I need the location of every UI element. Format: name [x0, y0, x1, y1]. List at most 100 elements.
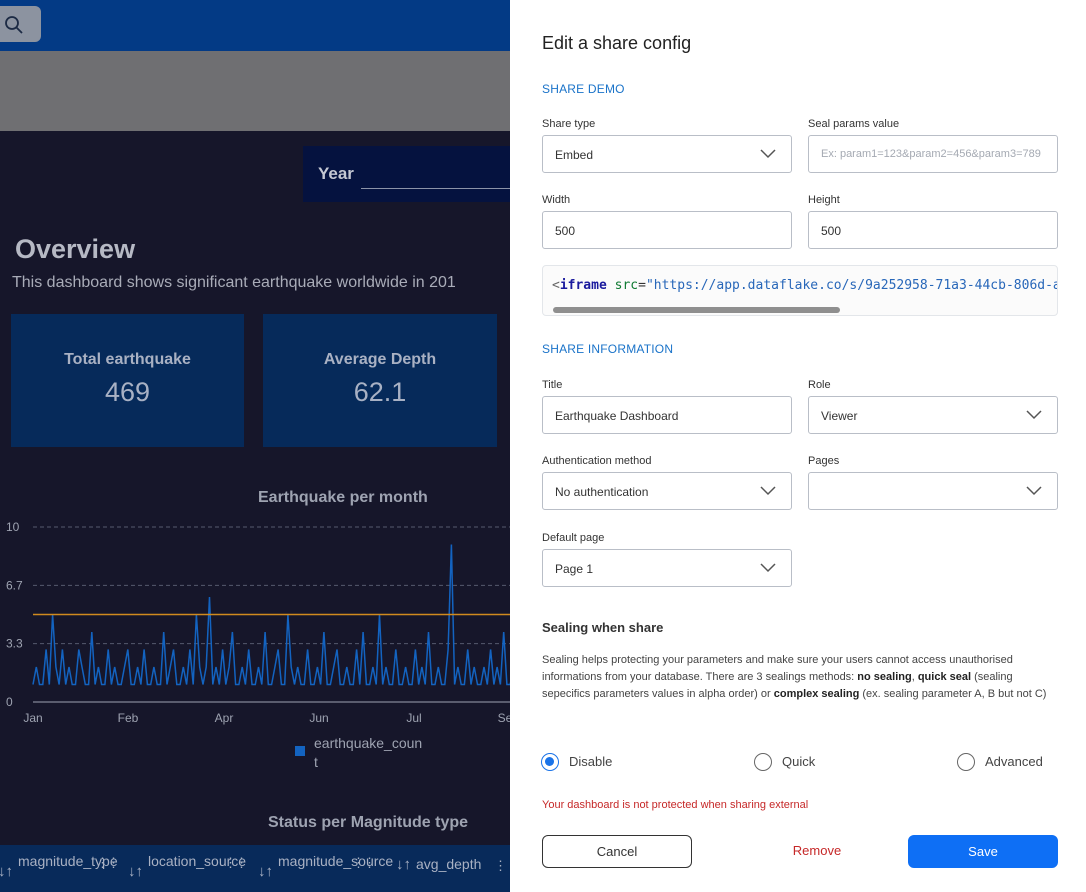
x-tick-label: Apr [215, 711, 234, 725]
search-icon [5, 16, 23, 34]
sort-icon[interactable]: ↓↑ [0, 863, 13, 880]
x-tick-label: Jan [23, 711, 42, 725]
sort-icon[interactable]: ↓↑ [258, 863, 273, 880]
remove-button[interactable]: Remove [792, 843, 842, 858]
title-value: Earthquake Dashboard [555, 409, 679, 423]
overview-title: Overview [15, 234, 136, 264]
section-share-information: SHARE INFORMATION [542, 342, 674, 356]
x-tick-label: Se [498, 711, 513, 725]
drag-handle-icon[interactable]: ⋮⋮ [224, 855, 248, 870]
column-header-label: magnitude_type [18, 853, 118, 869]
table-header: ↓↑ magnitude_type ⋮⋮ ↓↑ location_source … [0, 845, 520, 892]
sealing-text: (ex. sealing parameter A, B but not C) [859, 688, 1047, 700]
kpi-value: 62.1 [353, 377, 407, 407]
save-button[interactable]: Save [908, 835, 1058, 868]
seal-params-placeholder: Ex: param1=123&param2=456&param3=789 [821, 148, 1041, 160]
column-header[interactable]: ↓↑ avg_depth ⋮⋮ [396, 856, 518, 873]
sealing-text: (sealing sepecifics parameters values in… [542, 671, 1013, 700]
width-input[interactable]: 500 [542, 211, 792, 249]
kpi-label: Average Depth [323, 351, 437, 368]
sealing-method-name: complex sealing [773, 688, 860, 700]
radio-circle[interactable] [754, 753, 772, 771]
table-title: Status per Magnitude type [268, 814, 469, 831]
title-input[interactable]: Earthquake Dashboard [542, 396, 792, 434]
title-label: Title [542, 379, 563, 391]
width-label: Width [542, 194, 571, 206]
drag-handle-icon[interactable]: ⋮⋮ [352, 855, 376, 870]
column-header[interactable]: ↓↑ location_source ⋮⋮ [128, 853, 248, 880]
auth-method-value: No authentication [555, 485, 649, 499]
y-tick-label: 0 [6, 695, 13, 709]
sort-icon[interactable]: ↓↑ [128, 863, 143, 880]
search-button[interactable] [0, 6, 41, 42]
share-type-select[interactable]: Embed [542, 135, 792, 173]
code-token: = [638, 278, 646, 293]
radio-circle[interactable] [541, 753, 559, 771]
seal-params-label: Seal params value [808, 118, 900, 130]
kpi-total-earthquake: Total earthquake 469 [11, 314, 244, 447]
role-select[interactable]: Viewer [808, 396, 1058, 434]
x-tick-label: Feb [118, 711, 139, 725]
section-share-demo: SHARE DEMO [542, 82, 625, 96]
chevron-down-icon [1026, 486, 1042, 496]
drag-handle-icon[interactable]: ⋮⋮ [96, 855, 120, 870]
sealing-method-name: quick seal [917, 671, 972, 683]
year-filter[interactable]: Year [303, 146, 533, 202]
auth-method-select[interactable]: No authentication [542, 472, 792, 510]
sealing-warning: Your dashboard is not protected when sha… [542, 799, 809, 811]
pages-label: Pages [808, 455, 840, 467]
sealing-text: Sealing helps protecting your parameters… [542, 654, 1013, 683]
height-label: Height [808, 194, 840, 206]
legend-swatch [295, 746, 305, 756]
chevron-down-icon [1026, 410, 1042, 420]
seal-params-input[interactable]: Ex: param1=123&param2=456&param3=789 [808, 135, 1058, 173]
code-token: src [606, 278, 639, 293]
radio-label[interactable]: Advanced [985, 754, 1043, 769]
column-header[interactable]: ↓↑ magnitude_type ⋮⋮ [0, 853, 120, 880]
sealing-method-name: no sealing [857, 671, 912, 683]
default-page-value: Page 1 [555, 562, 594, 576]
share-type-value: Embed [555, 148, 594, 162]
kpi-average-depth: Average Depth 62.1 [263, 314, 497, 447]
cancel-button[interactable]: Cancel [542, 835, 692, 868]
pages-select[interactable] [808, 472, 1058, 510]
legend-label[interactable]: earthquake_count [314, 735, 423, 770]
column-header-label: magnitude_source [278, 853, 394, 869]
role-value: Viewer [821, 409, 858, 423]
kpi-label: Total earthquake [64, 351, 191, 368]
role-label: Role [808, 379, 831, 391]
y-tick-label: 10 [6, 520, 20, 534]
column-header-label: location_source [148, 853, 247, 869]
column-header[interactable]: ↓↑ magnitude_source ⋮⋮ [258, 853, 393, 880]
year-filter-label: Year [318, 164, 354, 183]
default-page-label: Default page [542, 532, 605, 544]
y-tick-label: 3.3 [6, 637, 23, 651]
sort-icon[interactable]: ↓↑ [396, 856, 411, 873]
auth-method-label: Authentication method [542, 455, 652, 467]
y-tick-label: 6.7 [6, 578, 23, 592]
sealing-title: Sealing when share [542, 620, 664, 635]
chart-title: Earthquake per month [258, 489, 428, 506]
x-tick-label: Jun [309, 711, 328, 725]
radio-label[interactable]: Disable [569, 754, 613, 769]
embed-code-line: <iframe src="https://app.dataflake.co/s/… [552, 278, 1057, 293]
series-line [32, 544, 520, 686]
overview-description: This dashboard shows significant earthqu… [12, 274, 456, 291]
chevron-down-icon [760, 486, 776, 496]
chevron-down-icon [760, 563, 776, 573]
column-header-label: avg_depth [416, 856, 482, 872]
code-horizontal-scrollbar[interactable] [553, 307, 840, 313]
kpi-value: 469 [104, 377, 151, 407]
default-page-select[interactable]: Page 1 [542, 549, 792, 587]
share-config-drawer: Edit a share config SHARE DEMO Share typ… [510, 0, 1086, 892]
chevron-down-icon [760, 149, 776, 159]
radio-label[interactable]: Quick [782, 754, 816, 769]
radio-circle[interactable] [957, 753, 975, 771]
sealing-description: Sealing helps protecting your parameters… [542, 652, 1060, 703]
height-input[interactable]: 500 [808, 211, 1058, 249]
code-token: < [552, 278, 560, 293]
x-tick-label: Jul [406, 711, 421, 725]
embed-code-block[interactable]: <iframe src="https://app.dataflake.co/s/… [542, 265, 1058, 316]
sealing-text: , [911, 671, 918, 683]
height-value: 500 [821, 224, 842, 238]
